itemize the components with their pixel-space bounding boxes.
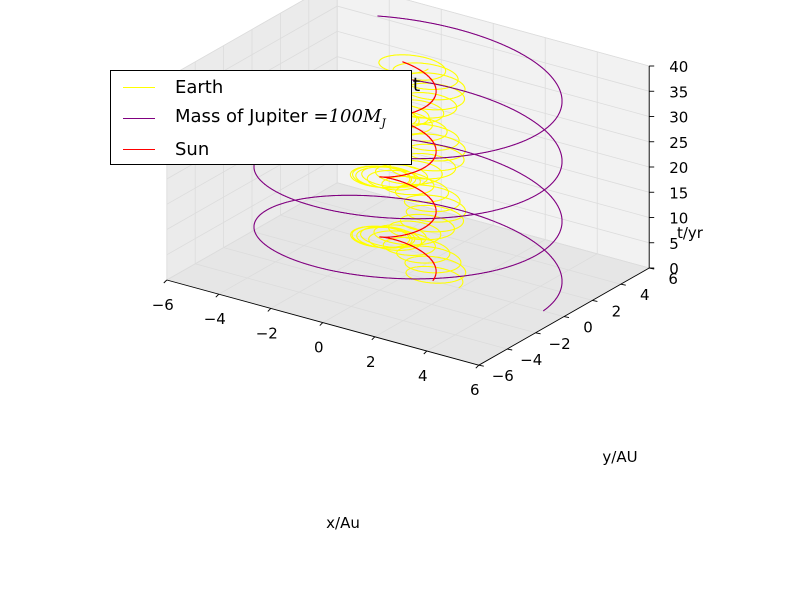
z-tick-label: 0: [669, 260, 679, 278]
y-tick-label: 4: [640, 286, 650, 304]
legend-item-sun: Sun: [123, 138, 209, 160]
grid-line-t: [166, 0, 650, 79]
legend-label-jupiter-math: 100M: [328, 106, 382, 128]
x-tick-mark: [267, 308, 272, 312]
x-tick-label: 0: [314, 339, 324, 357]
z-tick-label: 40: [669, 58, 688, 76]
y-tick-mark: [592, 299, 598, 302]
x-tick-label: −2: [256, 324, 278, 342]
legend-label-sun: Sun: [175, 138, 210, 160]
y-tick-mark: [535, 332, 541, 335]
x-tick-mark: [215, 293, 220, 298]
legend-item-earth: Earth: [123, 76, 223, 98]
y-tick-mark: [620, 283, 626, 286]
x-tick-label: −6: [152, 296, 174, 314]
x-tick-label: 4: [418, 367, 428, 385]
legend-swatch-jupiter: [123, 117, 155, 119]
legend-swatch-earth: [123, 86, 155, 88]
y-tick-mark: [507, 348, 513, 351]
x-tick-mark: [423, 350, 428, 355]
z-axis-label: t/yr: [677, 224, 704, 242]
legend-label-jupiter-prefix: Mass of Jupiter =: [175, 106, 329, 128]
x-tick-label: −4: [204, 310, 226, 328]
legend-label-jupiter-sub: J: [381, 116, 386, 130]
legend-item-jupiter: Mass of Jupiter =100MJ: [123, 106, 386, 130]
z-tick-label: 10: [669, 210, 688, 228]
x-tick-label: 2: [366, 353, 376, 371]
x-axis-label: x/Au: [326, 514, 360, 532]
z-tick-label: 20: [669, 159, 688, 177]
z-tick-label: 15: [669, 184, 688, 202]
x-tick-mark: [371, 336, 376, 341]
y-tick-mark: [478, 364, 484, 367]
z-tick-label: 5: [669, 235, 679, 253]
y-tick-label: −2: [549, 335, 571, 353]
x-tick-mark: [163, 279, 168, 284]
x-tick-mark: [319, 322, 324, 326]
y-axis-label: y/AU: [602, 448, 637, 466]
z-tick-label: 25: [669, 134, 688, 152]
y-tick-label: 0: [583, 319, 593, 337]
legend: Earth Mass of Jupiter =100MJ Sun: [110, 70, 412, 165]
x-tick-label: 6: [470, 381, 480, 399]
y-tick-label: −4: [520, 351, 542, 369]
x-tick-mark: [475, 364, 480, 369]
legend-label-earth: Earth: [175, 76, 224, 98]
legend-swatch-sun: [123, 148, 155, 150]
y-tick-label: −6: [492, 367, 514, 385]
z-tick-label: 35: [669, 83, 688, 101]
y-tick-label: 2: [612, 302, 622, 320]
legend-label-jupiter: Mass of Jupiter =100MJ: [175, 106, 386, 130]
grid-line-t: [166, 182, 650, 281]
y-tick-mark: [563, 316, 570, 319]
series-line-2: [379, 61, 437, 282]
y-tick-label: 6: [668, 270, 678, 288]
z-tick-label: 30: [669, 109, 688, 127]
